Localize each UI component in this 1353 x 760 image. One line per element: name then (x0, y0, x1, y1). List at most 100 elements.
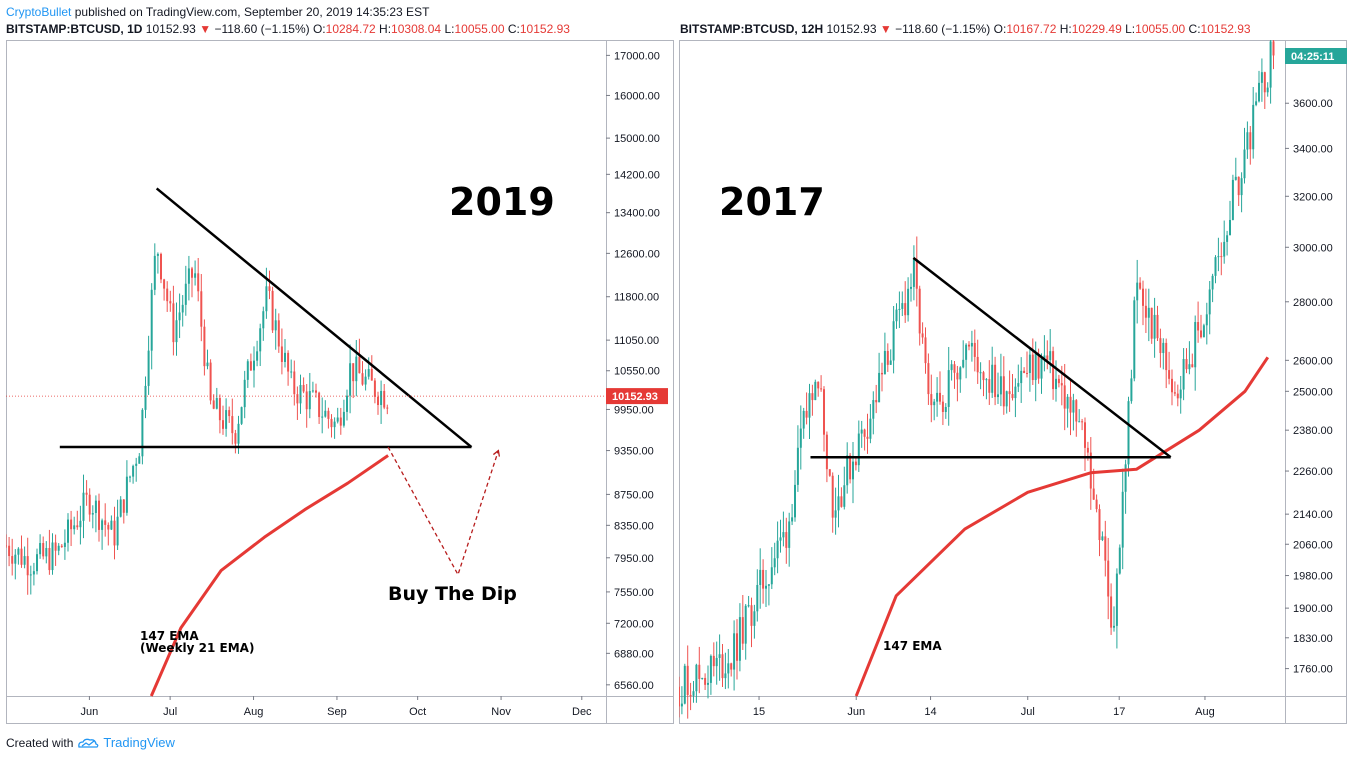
candle-body (1020, 370, 1023, 384)
candle-body (1165, 342, 1168, 371)
candle-body (91, 513, 94, 515)
candle-body (88, 494, 91, 515)
candle-body (857, 433, 860, 466)
time-tag-bg (1285, 48, 1347, 64)
candle-body (1237, 176, 1240, 196)
candle-body (915, 259, 918, 289)
candle-body (1162, 342, 1165, 354)
candle-body (8, 545, 11, 557)
candle-body (119, 499, 122, 517)
candle-body (1043, 355, 1046, 359)
candle-body (869, 418, 872, 439)
candle-body (237, 423, 240, 444)
candle-body (48, 548, 51, 571)
candle-body (29, 574, 32, 576)
candle-body (1014, 386, 1017, 399)
candle-body (756, 584, 759, 612)
candle-body (1095, 499, 1098, 510)
candle-body (259, 328, 262, 352)
candle-body (1223, 241, 1226, 257)
candle-body (1086, 447, 1089, 453)
candle-body (794, 484, 796, 518)
candle-body (1084, 422, 1086, 448)
candle-body (184, 283, 187, 305)
candle-body (172, 303, 175, 343)
candle-body (1182, 359, 1185, 390)
candle-body (823, 389, 825, 435)
y-tick-label: 3200.00 (1293, 191, 1333, 203)
candle-body (222, 420, 224, 429)
author-link[interactable]: CryptoBullet (6, 5, 72, 19)
y-tick-label: 3400.00 (1293, 143, 1333, 155)
candle-body (364, 376, 367, 385)
x-tick-label: 17 (1113, 706, 1125, 718)
candle-body (1185, 359, 1188, 370)
candle-body (339, 417, 342, 426)
candle-body (175, 320, 178, 343)
y-tick-label: 11050.00 (614, 335, 659, 347)
candle-body (1179, 389, 1182, 399)
symbol-label[interactable]: BITSTAMP:BTCUSD, 1D (6, 22, 143, 36)
projection-path (387, 446, 500, 577)
candle-body (707, 682, 709, 685)
tradingview-cloud-icon (78, 738, 99, 748)
year-label: 2017 (719, 180, 825, 224)
close-value: 10152.93 (519, 22, 570, 36)
candle-body (1081, 421, 1084, 423)
candle-body (327, 410, 330, 419)
candle-body (1153, 314, 1156, 339)
y-tick-label: 6560.00 (614, 680, 654, 692)
open-label: O: (993, 22, 1007, 36)
y-tick-label: 2140.00 (1293, 509, 1333, 521)
candle-body (225, 410, 228, 429)
candle-body (333, 421, 336, 428)
candle-body (747, 605, 750, 607)
candle-body (321, 416, 324, 418)
candle-body (166, 288, 169, 302)
last-price: 10152.93 (145, 22, 196, 36)
y-tick-label: 1830.00 (1293, 633, 1333, 645)
candle-body (736, 633, 738, 661)
candle-body (1234, 176, 1237, 180)
y-tick-label: 14200.00 (614, 169, 660, 181)
candle-body (1229, 219, 1231, 236)
candle-body (770, 567, 773, 585)
candle-body (311, 390, 314, 392)
candle-body (293, 371, 296, 395)
candle-body (1173, 392, 1176, 394)
candle-body (776, 540, 779, 559)
y-tick-label: 6880.00 (614, 648, 654, 660)
candle-body (76, 525, 79, 528)
y-tick-label: 9950.00 (614, 404, 654, 416)
candle-body (386, 407, 389, 409)
chart-panel-2017[interactable]: 3600.00 3400.00 3200.00 3000.00 2800.00 2600.… (679, 40, 1347, 724)
candle-body (336, 417, 339, 422)
symbol-label[interactable]: BITSTAMP:BTCUSD, 12H (680, 22, 824, 36)
candle-body (163, 279, 166, 289)
candle-body (1205, 314, 1208, 326)
x-tick-label: Jul (163, 706, 177, 718)
candle-body (67, 519, 69, 543)
candle-body (994, 364, 997, 398)
candle-body (767, 584, 770, 586)
candle-body (94, 500, 97, 514)
y-tick-label: 1900.00 (1293, 603, 1333, 615)
candle-body (918, 288, 921, 334)
candle-body (23, 556, 26, 565)
tradingview-link[interactable]: TradingView (103, 735, 175, 750)
candle-body (1005, 391, 1008, 407)
candle-body (1046, 355, 1049, 361)
candle-body (262, 311, 265, 329)
candle-body (965, 344, 968, 360)
candle-body (1188, 364, 1191, 370)
candle-body (985, 379, 988, 381)
candle-body (284, 352, 286, 362)
x-tick-label: Nov (491, 706, 511, 718)
y-tick-label: 7550.00 (614, 587, 654, 599)
candle-body (268, 286, 271, 291)
candle-body (1226, 235, 1229, 242)
chart-panel-2019[interactable]: 17000.00 16000.00 15000.00 14200.00 13400.00… (6, 40, 674, 724)
candle-body (265, 286, 268, 312)
x-tick-label: Jul (1021, 706, 1035, 718)
open-value: 10284.72 (325, 22, 376, 36)
